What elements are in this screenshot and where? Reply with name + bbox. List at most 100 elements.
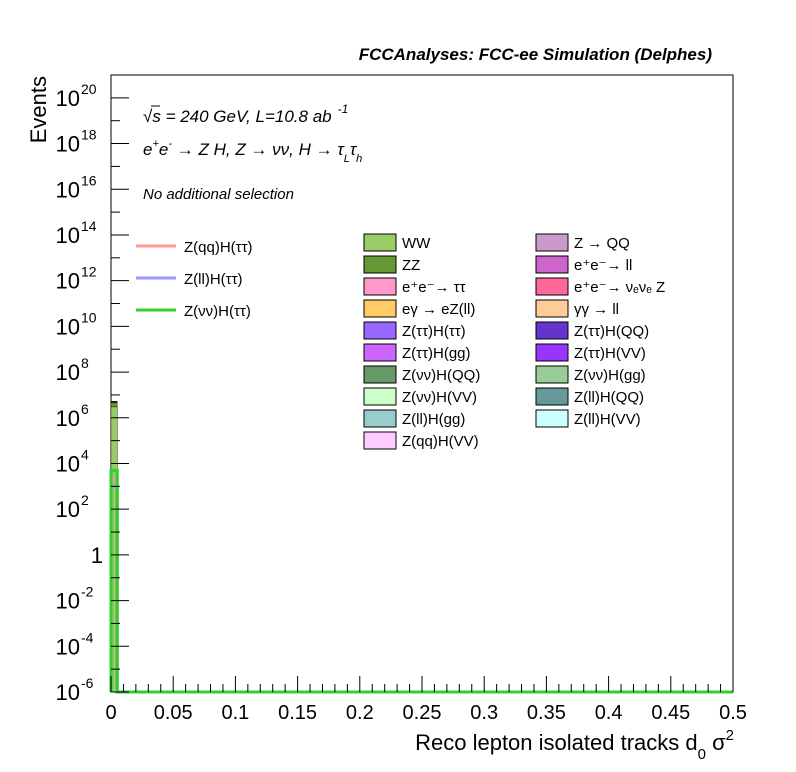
y-tick-label-1: 10 bbox=[56, 634, 80, 659]
legend-label-0: Z(qq)H(ττ) bbox=[184, 239, 253, 256]
background-legend-col1: WW ZZ e⁺e⁻→ ττ eγ → eZ(ll) Z(ττ)H(ττ) Z(ττ)H(… bbox=[363, 233, 480, 450]
legend-col2-swatch-6 bbox=[535, 365, 569, 384]
legend-col1-swatch-3 bbox=[363, 299, 397, 318]
legend-col2-swatch-7 bbox=[535, 387, 569, 406]
legend-col1-label-0: WW bbox=[402, 235, 431, 252]
x-tick-label-8: 0.4 bbox=[595, 702, 623, 724]
x-axis-label: Reco lepton isolated tracks d0 σ2 bbox=[415, 727, 734, 763]
legend-col1-swatch-1 bbox=[363, 255, 397, 274]
legend-col2-swatch-5 bbox=[535, 343, 569, 362]
legend-col2-swatch-8 bbox=[535, 409, 569, 428]
y-tick-exponent-2: -2 bbox=[81, 584, 94, 600]
y-tick-exponent-11: 16 bbox=[81, 172, 97, 188]
legend-col2-swatch-3 bbox=[535, 299, 569, 318]
y-tick-exponent-5: 4 bbox=[81, 446, 89, 462]
legend-col2-swatch-4 bbox=[535, 321, 569, 340]
legend-col2-label-1: e⁺e⁻→ ll bbox=[574, 257, 632, 274]
legend-col1-label-1: ZZ bbox=[402, 257, 420, 274]
legend-label-2: Z(νν)H(ττ) bbox=[184, 303, 251, 320]
y-tick-label-7: 10 bbox=[56, 360, 80, 385]
y-tick-exponent-1: -4 bbox=[81, 629, 94, 645]
stack-bar-1 bbox=[110, 402, 118, 408]
selection-annotation: No additional selection bbox=[143, 186, 294, 203]
legend-col2-label-3: γγ → ll bbox=[574, 301, 619, 318]
y-tick-exponent-8: 10 bbox=[81, 309, 97, 325]
y-tick-label-12: 10 bbox=[56, 132, 80, 157]
x-axis-ticks: 0 0.05 0.1 0.15 0.2 0.25 0.3 0.35 0.4 0.45 0.5 bbox=[105, 676, 747, 724]
energy-superscript: -1 bbox=[338, 102, 349, 116]
legend-col2-label-0: Z → QQ bbox=[574, 235, 630, 252]
legend-col1-label-2: e⁺e⁻→ ττ bbox=[402, 279, 466, 296]
x-tick-label-4: 0.2 bbox=[346, 702, 374, 724]
y-tick-label-3: 1 bbox=[91, 543, 103, 568]
stack-bar-18 bbox=[110, 401, 118, 403]
y-tick-label-10: 10 bbox=[56, 223, 80, 248]
legend-col1-swatch-8 bbox=[363, 409, 397, 428]
legend-col2-label-6: Z(νν)H(gg) bbox=[574, 367, 646, 384]
y-tick-exponent-13: 20 bbox=[81, 81, 97, 97]
x-tick-label-7: 0.35 bbox=[527, 702, 566, 724]
y-tick-exponent-7: 8 bbox=[81, 355, 89, 371]
y-tick-label-13: 10 bbox=[56, 86, 80, 111]
legend-col2-label-2: e⁺e⁻→ νₑνₑ Z bbox=[574, 279, 665, 296]
legend-col1-label-5: Z(ττ)H(gg) bbox=[402, 345, 471, 362]
y-tick-label-0: 10 bbox=[56, 680, 80, 705]
process-annotation: e+e- → Z H, Z → νν, H → τLτh bbox=[143, 138, 362, 165]
energy-annotation: √s = 240 GeV, L=10.8 ab -1 bbox=[143, 102, 348, 126]
y-tick-label-8: 10 bbox=[56, 314, 80, 339]
legend-col2-label-4: Z(ττ)H(QQ) bbox=[574, 323, 649, 340]
y-tick-exponent-0: -6 bbox=[81, 675, 94, 691]
x-tick-label-6: 0.3 bbox=[470, 702, 498, 724]
x-tick-label-0: 0 bbox=[105, 702, 116, 724]
y-tick-label-5: 10 bbox=[56, 451, 80, 476]
legend-col1-label-4: Z(ττ)H(ττ) bbox=[402, 323, 466, 340]
y-tick-label-6: 10 bbox=[56, 406, 80, 431]
legend-col2-label-8: Z(ll)H(VV) bbox=[574, 411, 641, 428]
y-tick-label-11: 10 bbox=[56, 177, 80, 202]
y-tick-label-2: 10 bbox=[56, 589, 80, 614]
x-tick-label-5: 0.25 bbox=[403, 702, 442, 724]
legend-col1-swatch-6 bbox=[363, 365, 397, 384]
x-tick-label-10: 0.5 bbox=[719, 702, 747, 724]
legend-col2-label-7: Z(ll)H(QQ) bbox=[574, 389, 644, 406]
signal-line-1 bbox=[109, 484, 733, 694]
background-legend-col2: Z → QQ e⁺e⁻→ ll e⁺e⁻→ νₑνₑ Z γγ → ll Z(ττ)H(… bbox=[535, 233, 665, 428]
y-tick-exponent-4: 2 bbox=[81, 492, 89, 508]
signal-line-0 bbox=[109, 477, 733, 694]
legend-col2-swatch-1 bbox=[535, 255, 569, 274]
x-tick-label-3: 0.15 bbox=[278, 702, 317, 724]
signal-legend: Z(qq)H(ττ) Z(ll)H(ττ) Z(νν)H(ττ) bbox=[136, 239, 253, 320]
x-tick-label-2: 0.1 bbox=[221, 702, 249, 724]
legend-col1-label-7: Z(νν)H(VV) bbox=[402, 389, 477, 406]
y-axis-label: Events bbox=[26, 76, 51, 143]
legend-col2-swatch-2 bbox=[535, 277, 569, 296]
legend-label-1: Z(ll)H(ττ) bbox=[184, 271, 243, 288]
legend-col1-label-6: Z(νν)H(QQ) bbox=[402, 367, 480, 384]
x-tick-label-1: 0.05 bbox=[154, 702, 193, 724]
legend-col1-swatch-4 bbox=[363, 321, 397, 340]
chart-header-title: FCCAnalyses: FCC-ee Simulation (Delphes) bbox=[359, 45, 713, 64]
legend-col1-label-8: Z(ll)H(gg) bbox=[402, 411, 465, 428]
legend-col2-label-5: Z(ττ)H(VV) bbox=[574, 345, 646, 362]
y-tick-exponent-9: 12 bbox=[81, 264, 97, 280]
sqrt-s-symbol: √s bbox=[143, 107, 161, 126]
x-tick-label-9: 0.45 bbox=[651, 702, 690, 724]
legend-col1-label-9: Z(qq)H(VV) bbox=[402, 433, 479, 450]
legend-col1-swatch-7 bbox=[363, 387, 397, 406]
legend-col1-swatch-9 bbox=[363, 431, 397, 450]
legend-col1-swatch-0 bbox=[363, 233, 397, 252]
legend-col1-label-3: eγ → eZ(ll) bbox=[402, 301, 475, 318]
legend-col2-swatch-0 bbox=[535, 233, 569, 252]
energy-text: = 240 GeV, L=10.8 ab bbox=[161, 107, 332, 126]
signal-layer bbox=[109, 468, 733, 694]
y-tick-exponent-12: 18 bbox=[81, 127, 97, 143]
signal-line-2 bbox=[109, 468, 733, 694]
y-tick-exponent-6: 6 bbox=[81, 401, 89, 417]
y-tick-exponent-10: 14 bbox=[81, 218, 97, 234]
legend-col1-swatch-5 bbox=[363, 343, 397, 362]
legend-col1-swatch-2 bbox=[363, 277, 397, 296]
y-tick-label-4: 10 bbox=[56, 497, 80, 522]
y-tick-label-9: 10 bbox=[56, 269, 80, 294]
